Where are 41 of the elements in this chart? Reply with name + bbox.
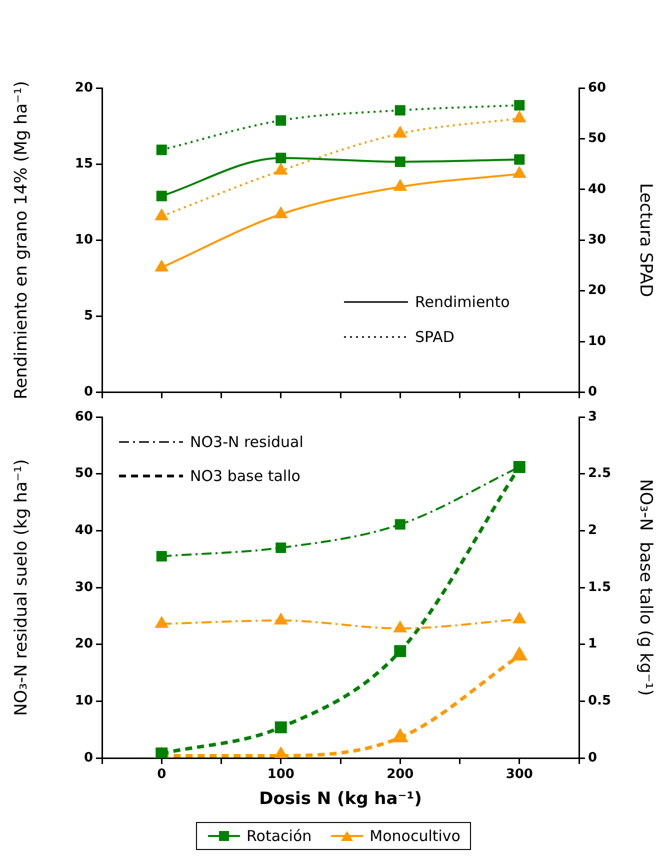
- legend-label: Rotación: [246, 827, 312, 845]
- y2-tick-label: 40: [588, 182, 606, 197]
- y2-tick-label: 30: [588, 232, 606, 248]
- y-tick-label: 0: [84, 384, 93, 400]
- y2-axis-title: NO₃-N base tallo (g kg⁻¹): [635, 479, 656, 696]
- y2-tick-label: 2: [588, 523, 598, 538]
- x-tick-label: 100: [267, 767, 294, 782]
- y2-tick-label: 0.5: [588, 694, 612, 709]
- x-tick-label: 300: [506, 767, 533, 782]
- y2-tick-label: 1: [588, 636, 598, 652]
- y-tick-label: 20: [74, 636, 93, 652]
- legend-label: Monocultivo: [370, 827, 460, 845]
- x-axis-title: Dosis N (kg ha⁻¹): [259, 789, 422, 810]
- y-tick-label: 0: [84, 750, 93, 766]
- y-tick-label: 40: [74, 523, 93, 538]
- y-tick-label: 5: [84, 308, 93, 324]
- y2-tick-label: 3: [588, 409, 598, 424]
- y2-tick-label: 20: [588, 283, 606, 298]
- y-tick-label: 10: [74, 232, 93, 248]
- y-tick-label: 20: [74, 80, 93, 96]
- annotation: SPAD: [415, 328, 454, 346]
- y2-tick-label: 2.5: [588, 466, 612, 482]
- y-axis-title: NO₃-N residual suelo (kg ha⁻¹): [12, 459, 32, 716]
- y2-tick-label: 0: [588, 384, 598, 400]
- y2-tick-label: 60: [588, 80, 606, 96]
- x-tick-label: 200: [386, 767, 414, 782]
- y-tick-label: 30: [74, 580, 93, 595]
- y2-tick-label: 10: [588, 334, 606, 349]
- annotation: NO3-N residual: [190, 433, 304, 451]
- x-tick-label: 0: [157, 767, 166, 782]
- y2-tick-label: 1.5: [588, 580, 612, 595]
- y-tick-label: 50: [74, 466, 93, 482]
- y-tick-label: 60: [74, 409, 93, 424]
- annotation: NO3 base tallo: [190, 467, 300, 485]
- y-axis-title: Rendimiento en grano 14% (Mg ha⁻¹): [12, 80, 32, 400]
- y-tick-label: 15: [74, 156, 93, 172]
- y2-tick-label: 0: [588, 750, 598, 766]
- y2-axis-title: Lectura SPAD: [635, 183, 656, 298]
- y2-tick-label: 50: [588, 131, 606, 146]
- annotation: Rendimiento: [415, 293, 510, 311]
- y-tick-label: 10: [74, 694, 93, 709]
